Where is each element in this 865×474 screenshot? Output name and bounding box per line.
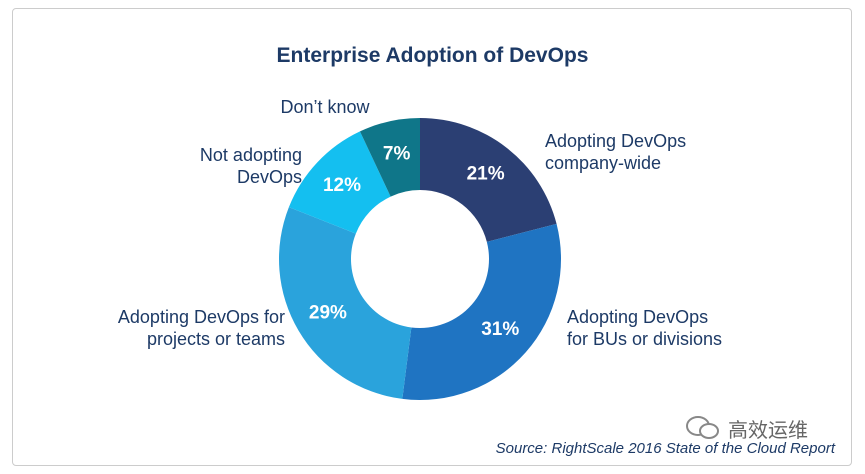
slice <box>402 223 561 400</box>
data-label: 29% <box>309 302 347 323</box>
category-label: Don’t know <box>280 97 370 117</box>
slice <box>279 207 412 399</box>
watermark: 高效运维 <box>728 420 808 442</box>
data-label: 7% <box>383 144 411 165</box>
category-label: Adopting DevOps company-wide <box>545 131 687 173</box>
chart-title: Enterprise Adoption of DevOps <box>276 44 589 67</box>
slice <box>288 131 391 234</box>
source-note: Source: RightScale 2016 State of the Clo… <box>495 440 835 457</box>
slice <box>359 118 420 197</box>
category-label: Not adopting DevOps <box>199 145 302 187</box>
watermark-icon <box>686 416 719 439</box>
data-label: 31% <box>481 319 519 340</box>
category-label: Adopting DevOps for projects or teams <box>117 307 285 349</box>
data-label: 12% <box>323 175 361 196</box>
data-label: 21% <box>467 163 505 184</box>
category-label: Adopting DevOps for BUs or divisions <box>567 307 723 349</box>
slice <box>420 118 557 242</box>
